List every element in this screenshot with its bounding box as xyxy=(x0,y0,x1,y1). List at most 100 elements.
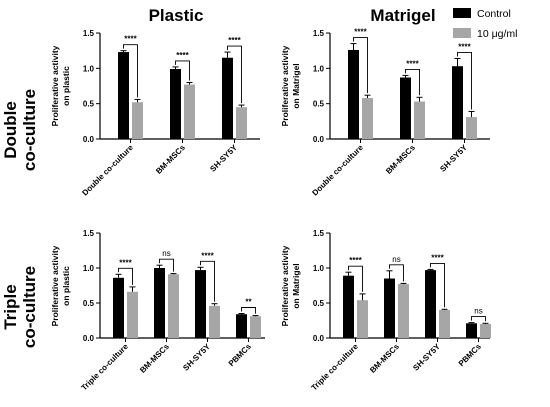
bar-treated xyxy=(250,316,261,338)
y-tick-label: 1.5 xyxy=(313,29,325,38)
significance-label: ns xyxy=(392,255,400,264)
x-tick-label: SH-SY5Y xyxy=(438,143,469,174)
significance-bracket xyxy=(227,45,242,104)
significance-bracket xyxy=(118,267,133,285)
bar-treated xyxy=(466,117,477,139)
significance-bracket xyxy=(241,307,256,314)
significance-label: **** xyxy=(176,51,189,60)
y-axis-label-line1: Proliferative activity xyxy=(50,245,60,326)
bar-control xyxy=(154,268,165,338)
chart-panel-double-matrigel: 0.0 0.5 1.0 1.5 Proliferative activity on Mat… xyxy=(280,28,490,198)
significance-label: ns xyxy=(162,249,170,258)
bar-control xyxy=(348,49,359,139)
significance-label: **** xyxy=(228,36,241,45)
y-axis-label-line2: on Matrigel xyxy=(291,63,301,108)
bar-treated xyxy=(236,107,247,139)
x-tick-label: BM-MSCs xyxy=(368,342,401,375)
significance-bracket xyxy=(348,265,363,292)
bar-control xyxy=(113,277,124,338)
y-tick-label: 0.5 xyxy=(83,100,95,109)
bar-treated xyxy=(357,300,368,338)
x-tick-label: PBMCs xyxy=(457,342,484,369)
legend: Control 10 μg/ml xyxy=(453,8,517,40)
y-tick-label: 0.5 xyxy=(83,299,95,308)
row-title-double-line2: co-culture xyxy=(20,89,39,171)
bar-control xyxy=(343,275,354,338)
y-tick-label: 0.5 xyxy=(313,299,325,308)
y-tick-label: 1.0 xyxy=(83,264,95,273)
significance-label: **** xyxy=(458,42,471,51)
row-title-triple-line2: co-culture xyxy=(20,266,39,348)
y-axis-label-line2: on plastic xyxy=(61,66,71,106)
significance-label: **** xyxy=(119,258,132,267)
row-title-double-line1: Double xyxy=(1,101,20,159)
y-axis-label-line2: on plastic xyxy=(61,266,71,306)
significance-bracket xyxy=(457,51,472,110)
y-axis-label-line1: Proliferative activity xyxy=(50,45,60,126)
bar-treated xyxy=(168,274,179,338)
y-tick-label: 1.5 xyxy=(83,29,95,38)
y-tick-label: 0.0 xyxy=(83,334,95,343)
y-tick-label: 1.5 xyxy=(313,229,325,238)
significance-bracket xyxy=(405,68,420,96)
x-tick-label: SH-SY5Y xyxy=(208,143,239,174)
significance-label: **** xyxy=(354,28,367,37)
bar-treated xyxy=(209,305,220,338)
y-tick-label: 1.0 xyxy=(313,264,325,273)
bar-control xyxy=(400,77,411,139)
x-tick-label: Double co-culture xyxy=(80,143,135,198)
chart-panel-triple-matrigel: 0.0 0.5 1.0 1.5 Proliferative activity on Mat… xyxy=(280,229,491,392)
bar-treated xyxy=(127,291,138,338)
bar-treated xyxy=(362,98,373,139)
significance-label: **** xyxy=(406,59,419,68)
bar-treated xyxy=(480,324,491,338)
significance-bracket xyxy=(123,44,138,98)
x-tick-label: PBMCs xyxy=(227,342,254,369)
significance-bracket xyxy=(159,258,174,272)
significance-label: ** xyxy=(245,298,252,307)
significance-label: ns xyxy=(474,307,482,316)
y-axis-label-line2: on Matrigel xyxy=(291,263,301,308)
x-tick-label: Triple co-culture xyxy=(80,342,131,393)
significance-bracket xyxy=(389,264,404,282)
significance-bracket xyxy=(353,37,368,94)
bar-treated xyxy=(132,102,143,139)
column-title-matrigel: Matrigel xyxy=(370,6,435,25)
bar-control xyxy=(170,69,181,139)
significance-bracket xyxy=(175,60,190,81)
y-tick-label: 1.0 xyxy=(83,64,95,73)
x-tick-label: Triple co-culture xyxy=(310,342,361,393)
significance-label: **** xyxy=(201,251,214,260)
significance-label: **** xyxy=(349,256,362,265)
bar-treated xyxy=(439,310,450,338)
y-tick-label: 1.5 xyxy=(83,229,95,238)
x-tick-label: BM-MSCs xyxy=(154,143,187,176)
bar-treated xyxy=(414,101,425,139)
y-tick-label: 1.0 xyxy=(313,64,325,73)
chart-panel-double-plastic: 0.0 0.5 1.0 1.5 Proliferative activity on pla… xyxy=(50,29,260,198)
significance-bracket xyxy=(471,316,486,322)
y-axis-label-line1: Proliferative activity xyxy=(280,45,290,126)
y-tick-label: 0.0 xyxy=(313,135,325,144)
bar-control xyxy=(466,323,477,338)
y-tick-label: 0.5 xyxy=(313,100,325,109)
legend-label-treated: 10 μg/ml xyxy=(477,28,517,40)
significance-bracket xyxy=(430,262,445,308)
significance-bracket xyxy=(200,260,215,302)
y-axis-label-line1: Proliferative activity xyxy=(280,245,290,326)
significance-label: **** xyxy=(431,253,444,262)
significance-label: **** xyxy=(124,35,137,44)
bar-treated xyxy=(398,284,409,338)
bar-control xyxy=(222,57,233,139)
x-tick-label: BM-MSCs xyxy=(384,143,417,176)
bar-control xyxy=(195,270,206,338)
bar-treated xyxy=(184,84,195,139)
x-tick-label: BM-MSCs xyxy=(138,342,171,375)
bar-control xyxy=(236,314,247,338)
column-title-plastic: Plastic xyxy=(149,6,204,25)
legend-swatch-control xyxy=(453,8,471,18)
y-tick-label: 0.0 xyxy=(83,135,95,144)
bar-control xyxy=(452,66,463,139)
bar-control xyxy=(425,270,436,338)
